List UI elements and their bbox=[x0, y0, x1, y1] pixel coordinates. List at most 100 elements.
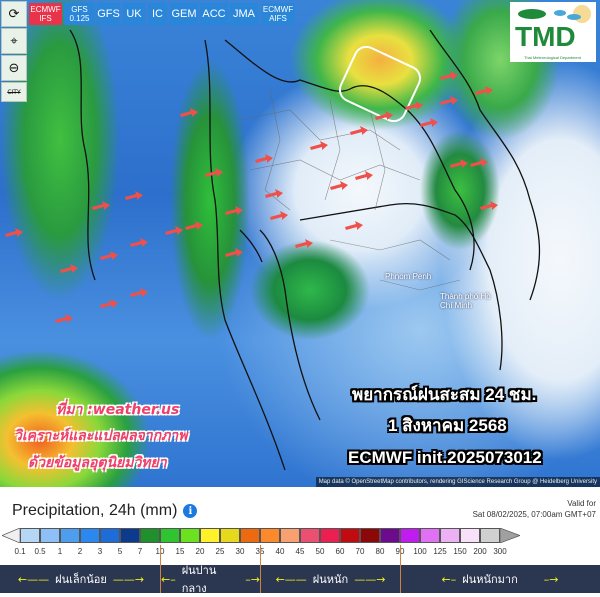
map-attribution[interactable]: Map data © OpenStreetMap contributors, r… bbox=[315, 477, 600, 487]
info-icon[interactable]: i bbox=[183, 504, 198, 518]
tick-label: 25 bbox=[215, 547, 225, 556]
forecast-title: พยากรณ์ฝนสะสม 24 ชม. bbox=[352, 385, 537, 404]
source-label: ที่มา :weather.us bbox=[56, 402, 180, 418]
color-swatch bbox=[180, 528, 200, 543]
color-swatch bbox=[140, 528, 160, 543]
tick-label: 5 bbox=[117, 547, 123, 556]
wind-arrow bbox=[92, 201, 110, 210]
tmd-logo: TMD Thai Meteorological Department bbox=[510, 2, 596, 62]
color-swatch bbox=[20, 528, 40, 543]
category-moderate: ←– ฝนปานกลาง –→ bbox=[161, 564, 260, 595]
wind-arrow bbox=[60, 264, 78, 273]
wind-arrow bbox=[180, 108, 198, 117]
refresh-icon: ⟳ bbox=[8, 6, 20, 22]
tab-gfs[interactable]: GFS bbox=[97, 3, 120, 25]
wind-arrow bbox=[440, 96, 458, 105]
tick-label: 7 bbox=[137, 547, 143, 556]
legend-title: Precipitation, 24h (mm) bbox=[12, 502, 178, 519]
category-heavy-label: ฝนหนัก bbox=[312, 573, 349, 586]
color-swatch bbox=[220, 528, 240, 543]
color-swatch bbox=[240, 528, 260, 543]
precipitation-map[interactable]: Phnom Penh Thành phố Hồ Chí Minh ⟳ ⌖ ⊖ C… bbox=[0, 0, 600, 487]
divider-35 bbox=[260, 545, 261, 593]
tick-label: 50 bbox=[315, 547, 325, 556]
wind-arrow bbox=[420, 118, 438, 127]
category-moderate-label: ฝนปานกลาง bbox=[181, 564, 217, 595]
valid-datetime: Sat 08/02/2025, 07:00am GMT+07 bbox=[472, 510, 596, 519]
category-very-heavy: ←– ฝนหนักมาก –→ bbox=[401, 565, 599, 593]
tab-gfs-0125[interactable]: GFS 0.125 bbox=[64, 3, 95, 25]
valid-label: Valid for bbox=[567, 499, 596, 508]
zoom-out-button[interactable]: ⊖ bbox=[1, 55, 27, 81]
location-pin-icon: ⌖ bbox=[10, 33, 18, 49]
tab-ecmwf-ifs[interactable]: ECMWF IFS bbox=[29, 3, 62, 25]
category-light: ←—— ฝนเล็กน้อย ——→ bbox=[6, 565, 156, 593]
legend-left-cap bbox=[2, 528, 20, 543]
color-swatch bbox=[440, 528, 460, 543]
tab-acc[interactable]: ACC bbox=[200, 3, 228, 25]
color-swatch bbox=[40, 528, 60, 543]
color-swatch bbox=[460, 528, 480, 543]
wind-arrow bbox=[125, 191, 143, 200]
svg-text:Thai Meteorological Department: Thai Meteorological Department bbox=[524, 55, 582, 60]
svg-text:TMD: TMD bbox=[515, 21, 576, 52]
color-swatch bbox=[60, 528, 80, 543]
tick-label: 45 bbox=[295, 547, 305, 556]
color-swatch bbox=[360, 528, 380, 543]
wind-arrow bbox=[440, 71, 458, 80]
tick-label: 150 bbox=[453, 547, 467, 556]
color-swatch bbox=[300, 528, 320, 543]
tab-ecmwf-aifs[interactable]: ECMWF AIFS bbox=[261, 3, 295, 25]
location-button[interactable]: ⌖ bbox=[1, 28, 27, 54]
tick-labels: 0.10.51235710152025303540455060708090100… bbox=[0, 547, 600, 557]
legend-right-cap bbox=[500, 528, 520, 543]
wind-arrow bbox=[225, 248, 243, 257]
tab-gem[interactable]: GEM bbox=[170, 3, 198, 25]
refresh-button[interactable]: ⟳ bbox=[1, 1, 27, 27]
wind-arrow bbox=[130, 288, 148, 297]
zoom-out-icon: ⊖ bbox=[8, 60, 20, 76]
wind-arrow bbox=[480, 201, 498, 210]
tick-label: 0.5 bbox=[34, 547, 46, 556]
data-label: ด้วยข้อมูลอุตุนิยมวิทยา bbox=[28, 455, 167, 471]
wind-arrow bbox=[470, 158, 488, 167]
wind-arrow bbox=[270, 211, 288, 220]
wind-arrow bbox=[330, 181, 348, 190]
tick-label: 20 bbox=[195, 547, 205, 556]
tab-jma[interactable]: JMA bbox=[230, 3, 258, 25]
wind-arrow bbox=[345, 221, 363, 230]
tab-ic[interactable]: IC bbox=[148, 3, 167, 25]
highlight-region bbox=[338, 45, 422, 123]
wind-arrow bbox=[225, 206, 243, 215]
tick-label: 80 bbox=[375, 547, 385, 556]
city-toggle-button[interactable]: CITY bbox=[1, 82, 27, 102]
divider-10 bbox=[160, 545, 161, 593]
map-overlays bbox=[5, 29, 541, 471]
wind-arrow bbox=[405, 101, 423, 110]
wind-arrow bbox=[130, 238, 148, 247]
category-heavy: ←—— ฝนหนัก ——→ bbox=[261, 565, 400, 593]
valid-time: Valid for Sat 08/02/2025, 07:00am GMT+07 bbox=[473, 498, 596, 520]
tab-uk[interactable]: UK bbox=[123, 3, 145, 25]
tmd-logo-graphic: TMD Thai Meteorological Department bbox=[515, 5, 591, 60]
legend-title-wrap: Precipitation, 24h (mm) i bbox=[12, 502, 198, 520]
wind-arrows bbox=[5, 71, 498, 323]
tick-label: 3 bbox=[97, 547, 103, 556]
category-very-heavy-label: ฝนหนักมาก bbox=[462, 573, 518, 586]
wind-arrow bbox=[205, 168, 223, 177]
divider-90 bbox=[400, 545, 401, 593]
forecast-init: ECMWF init.2025073012 bbox=[348, 448, 542, 467]
color-swatch bbox=[420, 528, 440, 543]
color-bar bbox=[20, 528, 500, 543]
tick-label: 70 bbox=[355, 547, 365, 556]
province-borders bbox=[239, 89, 461, 291]
wind-arrow bbox=[185, 221, 203, 230]
wind-arrow bbox=[355, 171, 373, 180]
color-swatch bbox=[340, 528, 360, 543]
color-swatch bbox=[160, 528, 180, 543]
place-phnom-penh: Phnom Penh bbox=[385, 272, 432, 281]
tick-label: 0.1 bbox=[14, 547, 26, 556]
wind-arrow bbox=[350, 126, 368, 135]
wind-arrow bbox=[265, 189, 283, 198]
wind-arrow bbox=[100, 299, 118, 308]
